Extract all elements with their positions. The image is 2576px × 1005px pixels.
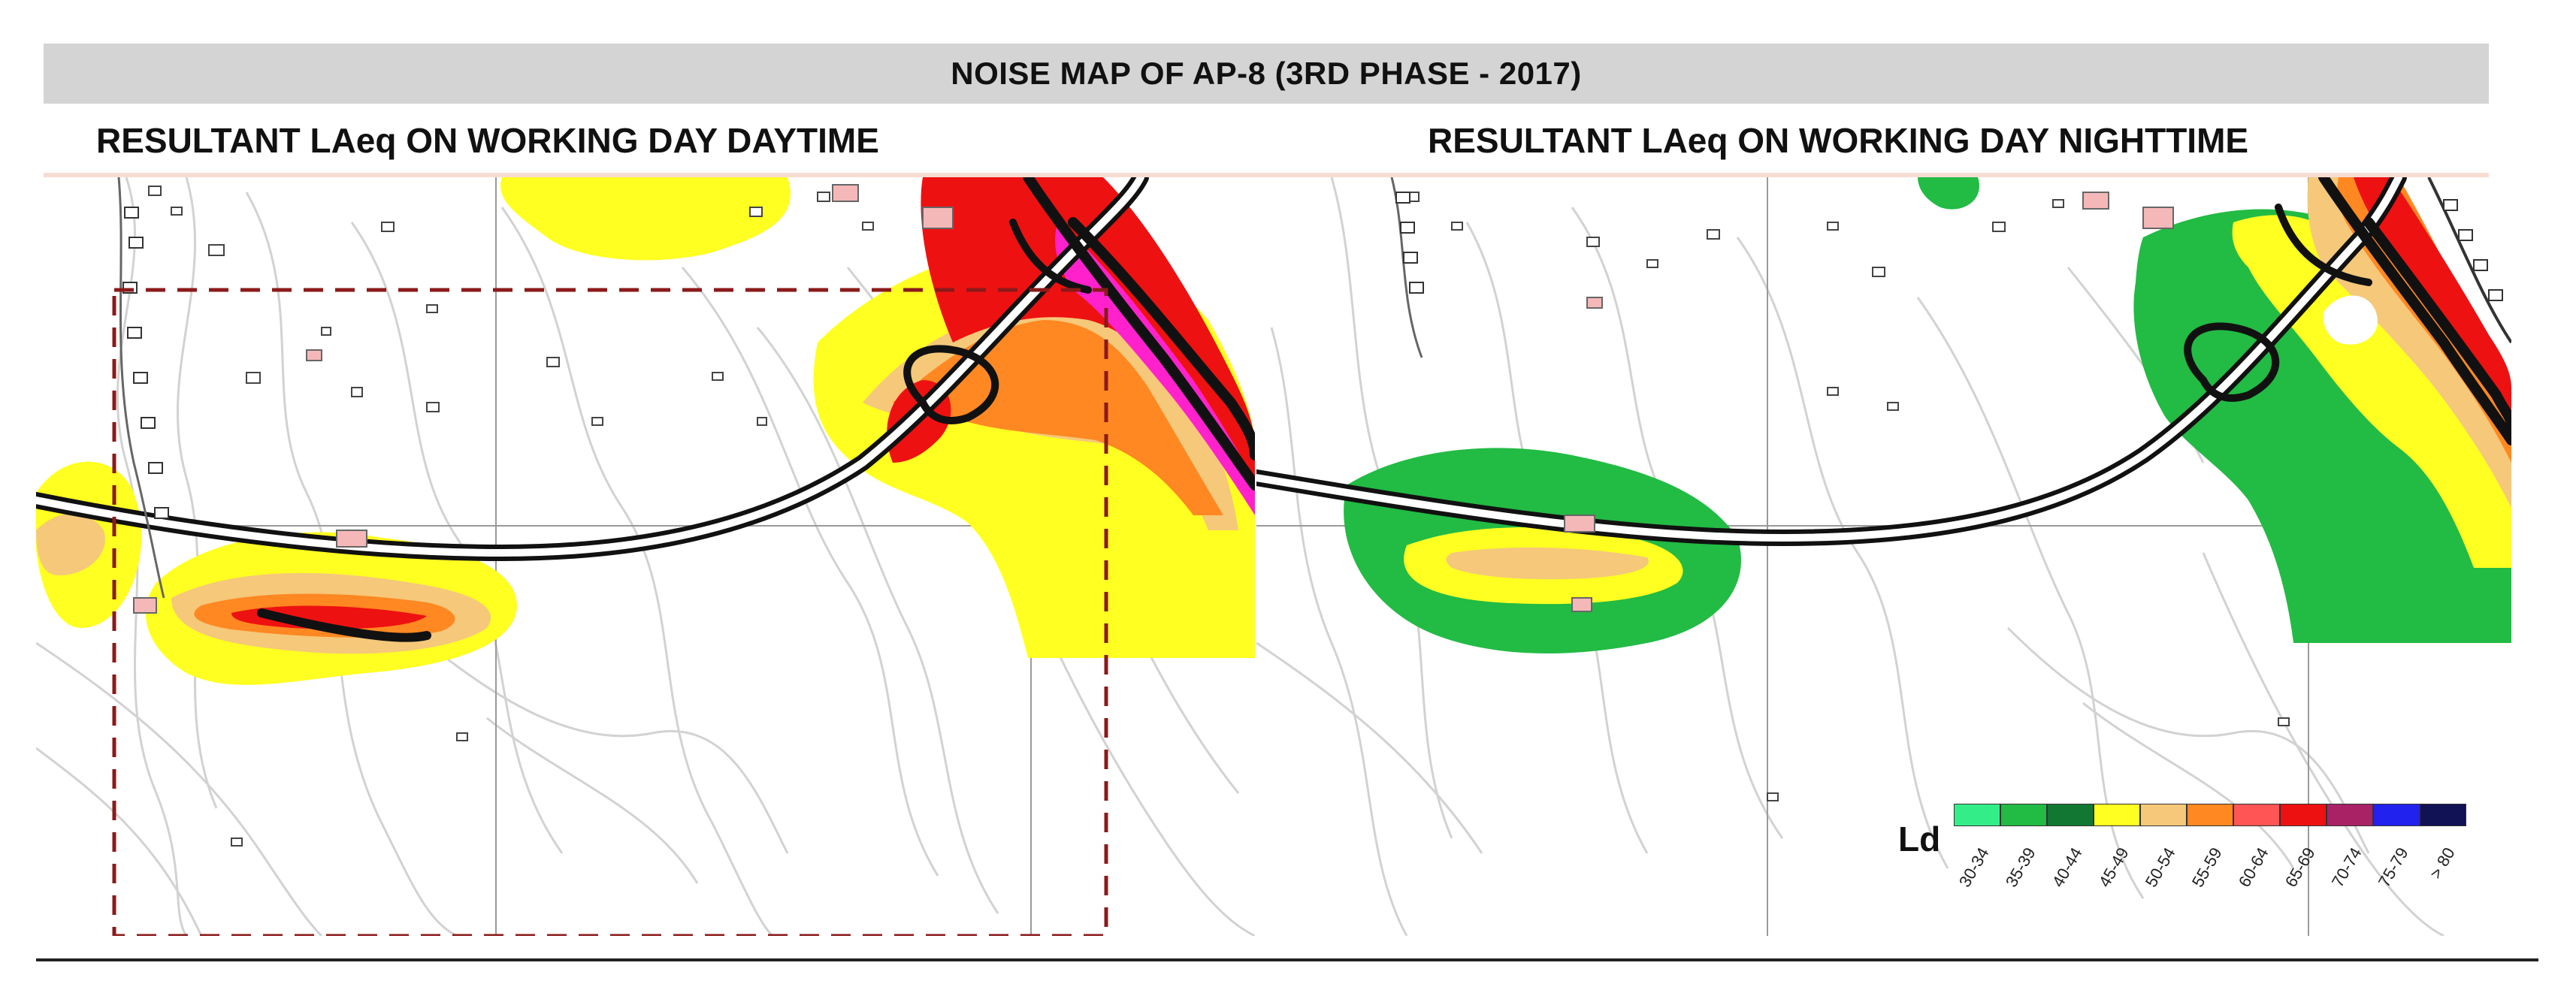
nighttime-noise-zones: [1344, 177, 2511, 653]
legend-swatch-0: [1954, 804, 2000, 826]
daytime-subtitle: RESULTANT LAeq ON WORKING DAY DAYTIME: [96, 121, 879, 160]
legend-swatch-8: [2327, 804, 2373, 826]
legend-swatch-6: [2233, 804, 2280, 826]
legend-swatch-10: [2420, 804, 2466, 826]
legend-swatch-5: [2187, 804, 2233, 826]
nighttime-subtitle: RESULTANT LAeq ON WORKING DAY NIGHTTIME: [1428, 121, 2249, 160]
legend-swatch-3: [2094, 804, 2140, 826]
daytime-map-canvas: [36, 177, 1255, 936]
bottom-border: [36, 958, 2538, 961]
highway-alignment: [1256, 177, 2511, 547]
railway-housing-strip: [1390, 177, 2511, 358]
legend-swatch-7: [2280, 804, 2327, 826]
daytime-noise-map: [36, 177, 1255, 936]
legend-swatch-2: [2047, 804, 2094, 826]
nighttime-map-canvas: [1256, 177, 2511, 936]
header-divider: [44, 173, 2489, 177]
highlighted-buildings: [133, 184, 954, 614]
legend-title: Ld: [1898, 819, 1941, 859]
map-title-banner: NOISE MAP OF AP-8 (3RD PHASE - 2017): [44, 44, 2489, 104]
legend-swatch-1: [2000, 804, 2047, 826]
legend-swatch-9: [2373, 804, 2420, 826]
map-title: NOISE MAP OF AP-8 (3RD PHASE - 2017): [951, 56, 1582, 91]
legend-swatches: [1954, 804, 2466, 826]
study-area-box: [112, 288, 1108, 936]
railway-housing-strip: [117, 177, 169, 599]
highlighted-buildings: [1564, 192, 2174, 612]
building-footprints: [148, 186, 874, 847]
legend-swatch-4: [2140, 804, 2187, 826]
highway-alignment: [36, 177, 1255, 642]
